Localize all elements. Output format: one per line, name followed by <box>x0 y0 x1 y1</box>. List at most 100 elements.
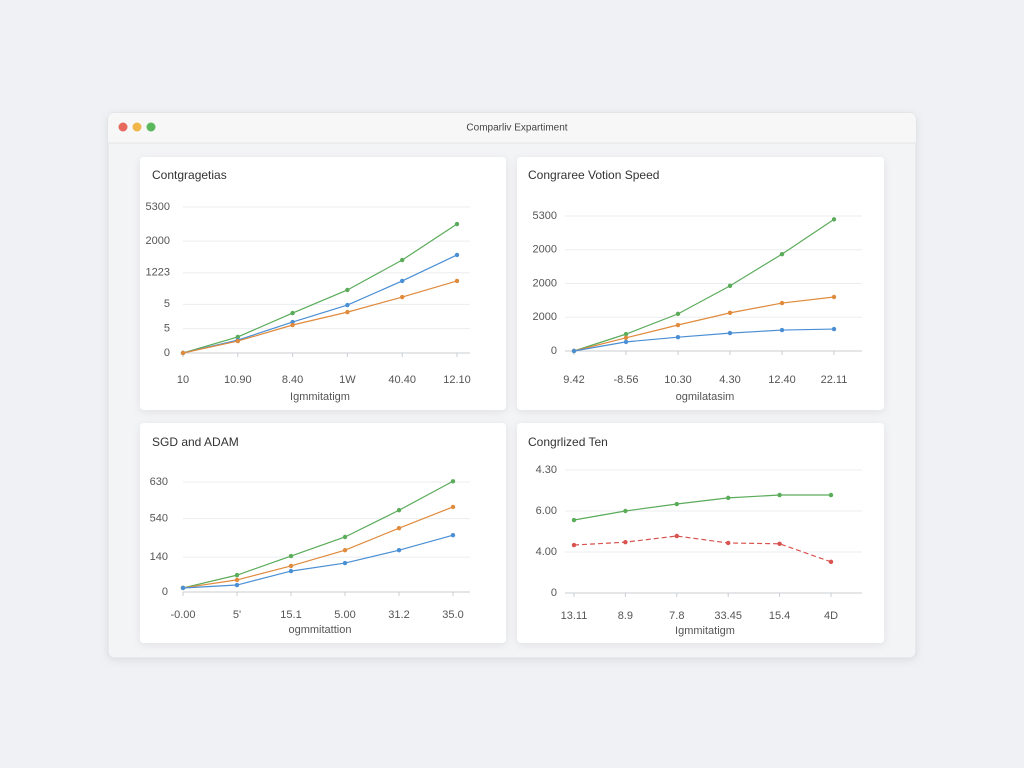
data-point <box>831 217 837 222</box>
data-point <box>396 526 402 531</box>
data-point <box>727 283 733 289</box>
y-tick-label: 2000 <box>533 311 557 323</box>
series-line <box>573 494 831 521</box>
panel <box>140 157 506 410</box>
data-point <box>623 339 629 345</box>
y-tick-label: 2000 <box>146 235 170 247</box>
x-tick-label: 12.10 <box>443 374 471 386</box>
x-tick-label: -0.00 <box>170 609 195 621</box>
title-bar <box>108 113 916 143</box>
x-tick-label: 10 <box>177 374 189 386</box>
y-tick-label: 4.30 <box>536 464 557 476</box>
data-point <box>828 492 834 498</box>
data-point <box>345 287 350 293</box>
series-line <box>573 328 835 352</box>
data-point <box>675 334 681 340</box>
data-point <box>571 542 577 548</box>
data-point <box>234 577 240 583</box>
data-point <box>342 534 348 540</box>
data-point <box>235 338 240 344</box>
x-tick-label: 4D <box>824 610 838 622</box>
chart-title: SGD and ADAM <box>152 435 239 449</box>
data-point <box>623 331 629 337</box>
data-point <box>779 327 785 333</box>
x-tick-label: 15.4 <box>769 610 790 622</box>
y-tick-label: 1223 <box>146 267 170 279</box>
data-point <box>831 326 837 332</box>
x-tick-label: 8.40 <box>282 374 303 386</box>
maximize-button[interactable] <box>146 122 156 132</box>
close-button[interactable] <box>118 122 128 132</box>
x-tick-label: 40.40 <box>388 374 416 386</box>
x-tick-label: 9.42 <box>563 374 584 386</box>
y-tick-label: 2000 <box>533 277 557 289</box>
minimize-button[interactable] <box>132 122 142 132</box>
y-tick-label: 2000 <box>533 244 557 256</box>
y-tick-label: 630 <box>150 476 168 488</box>
x-tick-label: 5' <box>233 609 241 621</box>
data-point <box>180 350 186 356</box>
y-tick-label: 0 <box>551 345 557 357</box>
y-tick-label: 0 <box>164 347 170 359</box>
data-point <box>290 322 295 328</box>
x-tick-label: 15.1 <box>280 609 301 621</box>
x-tick-label: 33.45 <box>714 610 742 622</box>
x-tick-label: 31.2 <box>388 609 409 621</box>
data-point <box>777 492 782 498</box>
data-point <box>396 508 402 513</box>
x-tick-label: 13.11 <box>561 610 588 622</box>
x-tick-label: 22.11 <box>821 374 848 386</box>
data-point <box>288 568 294 574</box>
series-line <box>182 506 454 589</box>
data-point <box>234 582 240 588</box>
data-point <box>726 540 731 546</box>
data-point <box>779 251 785 257</box>
data-point <box>235 334 240 340</box>
series-line <box>182 223 458 354</box>
x-axis-label: ogmmitattion <box>289 624 352 636</box>
data-point <box>623 508 628 514</box>
x-axis-label: ogmilatasim <box>676 391 735 403</box>
data-point <box>450 479 456 484</box>
x-tick-label: 12.40 <box>768 374 796 386</box>
data-point <box>342 548 348 553</box>
x-tick-label: 4.30 <box>719 374 740 386</box>
data-point <box>396 548 402 553</box>
y-tick-label: 4.00 <box>536 546 557 558</box>
x-tick-label: 7.8 <box>669 610 684 622</box>
data-point <box>450 532 456 538</box>
x-tick-label: 10.30 <box>664 374 692 386</box>
data-point <box>454 252 460 258</box>
panel <box>517 423 884 643</box>
y-tick-label: 0 <box>162 586 168 598</box>
x-tick-label: 10.90 <box>224 374 252 386</box>
data-point <box>454 278 460 284</box>
data-point <box>675 322 681 328</box>
data-point <box>623 539 628 545</box>
series-line <box>573 218 835 352</box>
y-tick-label: 5300 <box>533 210 557 222</box>
data-point <box>400 257 405 263</box>
x-tick-label: 8.9 <box>618 610 633 622</box>
series-line <box>182 480 454 589</box>
x-axis-label: Igmmitatigm <box>675 625 735 637</box>
data-point <box>674 501 679 507</box>
y-tick-label: 5 <box>164 298 170 310</box>
data-point <box>828 559 834 565</box>
series-line <box>573 296 835 352</box>
data-point <box>450 504 456 510</box>
series-line <box>573 535 832 563</box>
x-tick-label: 35.0 <box>442 609 463 621</box>
y-tick-label: 5 <box>164 323 170 335</box>
chart-title: Contgragetias <box>152 168 227 182</box>
x-tick-label: 5.00 <box>334 609 355 621</box>
data-point <box>288 563 294 569</box>
data-point <box>345 302 350 308</box>
data-point <box>345 309 350 315</box>
data-point <box>571 517 577 523</box>
data-point <box>777 541 782 546</box>
data-point <box>779 300 785 306</box>
y-tick-label: 0 <box>551 587 557 599</box>
